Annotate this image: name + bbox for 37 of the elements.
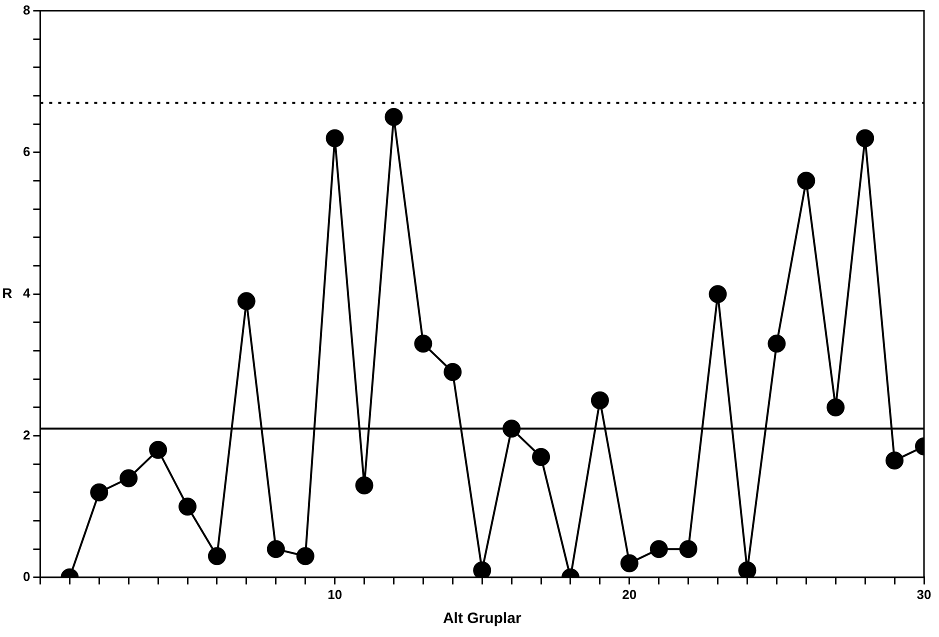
point bbox=[178, 498, 197, 516]
point bbox=[384, 108, 403, 126]
y-tick-label: 0 bbox=[22, 568, 30, 584]
point bbox=[590, 391, 609, 410]
y-tick-label: 6 bbox=[22, 144, 30, 160]
point bbox=[768, 334, 786, 353]
point bbox=[208, 547, 226, 566]
y-tick-label: 4 bbox=[22, 286, 31, 301]
x-tick-label: 20 bbox=[622, 586, 637, 602]
point bbox=[738, 561, 756, 578]
point bbox=[826, 398, 845, 416]
y-axis-title: R bbox=[2, 284, 12, 301]
point bbox=[326, 129, 344, 148]
y-tick-label: 8 bbox=[22, 2, 30, 18]
point bbox=[296, 547, 314, 566]
y-tick-label: 2 bbox=[22, 427, 30, 442]
point bbox=[120, 469, 138, 488]
point bbox=[679, 540, 698, 558]
point bbox=[90, 483, 108, 502]
x-axis-title: Alt Gruplar bbox=[442, 610, 522, 628]
x-tick-label: 10 bbox=[328, 586, 342, 602]
point bbox=[797, 172, 816, 190]
point bbox=[237, 292, 256, 310]
point bbox=[502, 420, 521, 438]
point bbox=[532, 448, 550, 466]
point bbox=[149, 440, 168, 459]
point bbox=[886, 452, 904, 470]
point bbox=[266, 540, 285, 558]
point bbox=[856, 129, 874, 148]
point bbox=[414, 334, 432, 353]
point bbox=[444, 363, 462, 382]
point bbox=[708, 285, 727, 304]
point bbox=[355, 476, 374, 494]
point bbox=[650, 540, 668, 558]
point bbox=[620, 554, 638, 572]
point bbox=[473, 561, 492, 578]
x-tick-label: 30 bbox=[916, 586, 932, 602]
